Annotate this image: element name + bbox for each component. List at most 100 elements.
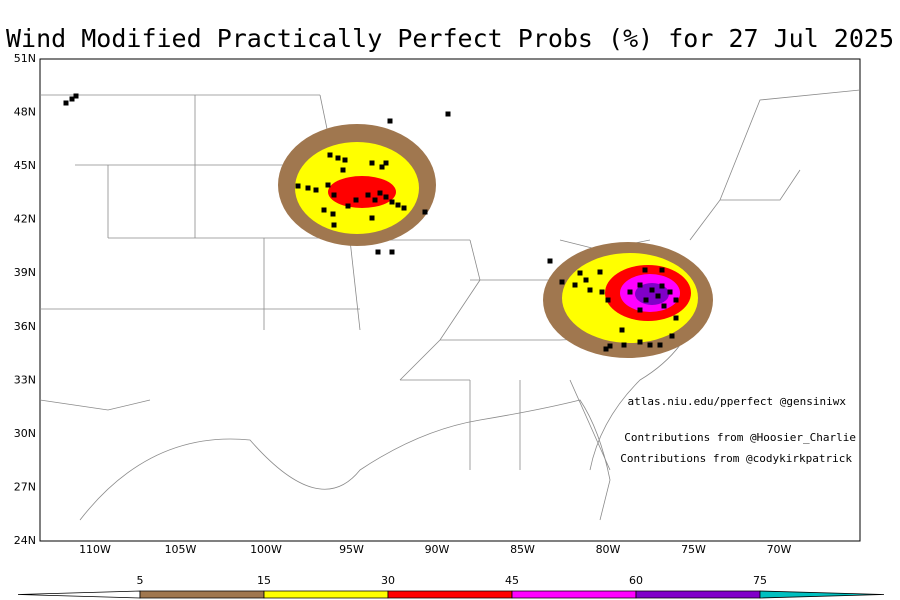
report-dot (353, 197, 359, 203)
lat-label: 51N (14, 52, 36, 65)
colorbar-segment (635, 590, 761, 599)
report-dot (603, 346, 609, 352)
lat-label: 27N (14, 480, 36, 493)
report-dot (669, 333, 675, 339)
colorbar-label: 30 (381, 574, 395, 587)
report-dot (389, 249, 395, 255)
report-dot (340, 167, 346, 173)
report-dot (395, 202, 401, 208)
lon-label: 80W (596, 543, 621, 556)
report-dot (583, 277, 589, 283)
lon-label: 75W (681, 543, 706, 556)
report-dot (661, 303, 667, 309)
report-dot (643, 297, 649, 303)
report-dot (637, 282, 643, 288)
report-dot (321, 207, 327, 213)
reports (63, 93, 679, 352)
report-dot (389, 199, 395, 205)
lon-label: 90W (425, 543, 450, 556)
report-dot (607, 343, 613, 349)
report-dot (649, 287, 655, 293)
lon-label: 105W (165, 543, 197, 556)
lat-label: 36N (14, 320, 36, 333)
lat-label: 33N (14, 373, 36, 386)
credit: atlas.niu.edu/pperfect @gensiniwx (627, 395, 846, 408)
report-dot (379, 164, 385, 170)
report-dot (73, 93, 79, 99)
lat-label: 30N (14, 427, 36, 440)
report-dot (659, 283, 665, 289)
report-dot (369, 160, 375, 166)
report-dot (375, 249, 381, 255)
report-dot (372, 197, 378, 203)
lat-label: 39N (14, 266, 36, 279)
report-dot (422, 209, 428, 215)
report-dot (605, 297, 611, 303)
report-dot (377, 190, 383, 196)
report-dot (369, 215, 375, 221)
credit: Contributions from @Hoosier_Charlie (624, 431, 856, 444)
colorbar-label: 60 (629, 574, 643, 587)
report-dot (69, 96, 75, 102)
colorbar-segment (387, 590, 513, 599)
lon-label: 110W (79, 543, 111, 556)
lat-label: 42N (14, 213, 36, 226)
lon-label: 70W (767, 543, 792, 556)
colorbar-label: 5 (137, 574, 144, 587)
colorbar-segment (139, 590, 265, 599)
lon-label: 100W (250, 543, 282, 556)
colorbar-label: 45 (505, 574, 519, 587)
colorbar-segment (511, 590, 637, 599)
report-dot (345, 203, 351, 209)
credit: Contributions from @codykirkpatrick (620, 452, 852, 465)
colorbar-label: 75 (753, 574, 767, 587)
report-dot (365, 192, 371, 198)
colorbar-segment (17, 590, 141, 599)
report-dot (673, 297, 679, 303)
report-dot (547, 258, 553, 264)
lat-label: 24N (14, 534, 36, 547)
report-dot (383, 160, 389, 166)
report-dot (383, 194, 389, 200)
report-dot (642, 267, 648, 273)
lon-label: 85W (510, 543, 535, 556)
report-dot (331, 222, 337, 228)
report-dot (572, 282, 578, 288)
colorbar-segment (759, 590, 885, 599)
lat-label: 48N (14, 106, 36, 119)
report-dot (401, 205, 407, 211)
report-dot (587, 287, 593, 293)
report-dot (335, 155, 341, 161)
report-dot (331, 192, 337, 198)
colorbar-label: 15 (257, 574, 271, 587)
report-dot (342, 157, 348, 163)
report-dot (305, 185, 311, 191)
report-dot (313, 187, 319, 193)
title: Wind Modified Practically Perfect Probs … (6, 24, 894, 53)
report-dot (657, 342, 663, 348)
lon-label: 95W (339, 543, 364, 556)
report-dot (673, 315, 679, 321)
colorbar: 5 15 30 45 60 75 (17, 574, 885, 599)
report-dot (63, 100, 69, 106)
report-dot (655, 293, 661, 299)
report-dot (325, 182, 331, 188)
report-dot (647, 342, 653, 348)
report-dot (637, 307, 643, 313)
report-dot (619, 327, 625, 333)
report-dot (559, 279, 565, 285)
report-dot (295, 183, 301, 189)
report-dot (621, 342, 627, 348)
report-dot (327, 152, 333, 158)
report-dot (445, 111, 451, 117)
colorbar-segment (263, 590, 389, 599)
report-dot (667, 289, 673, 295)
lat-label: 45N (14, 159, 36, 172)
report-dot (627, 289, 633, 295)
report-dot (577, 270, 583, 276)
report-dot (330, 211, 336, 217)
report-dot (599, 289, 605, 295)
report-dot (597, 269, 603, 275)
map-frame (39, 58, 861, 542)
